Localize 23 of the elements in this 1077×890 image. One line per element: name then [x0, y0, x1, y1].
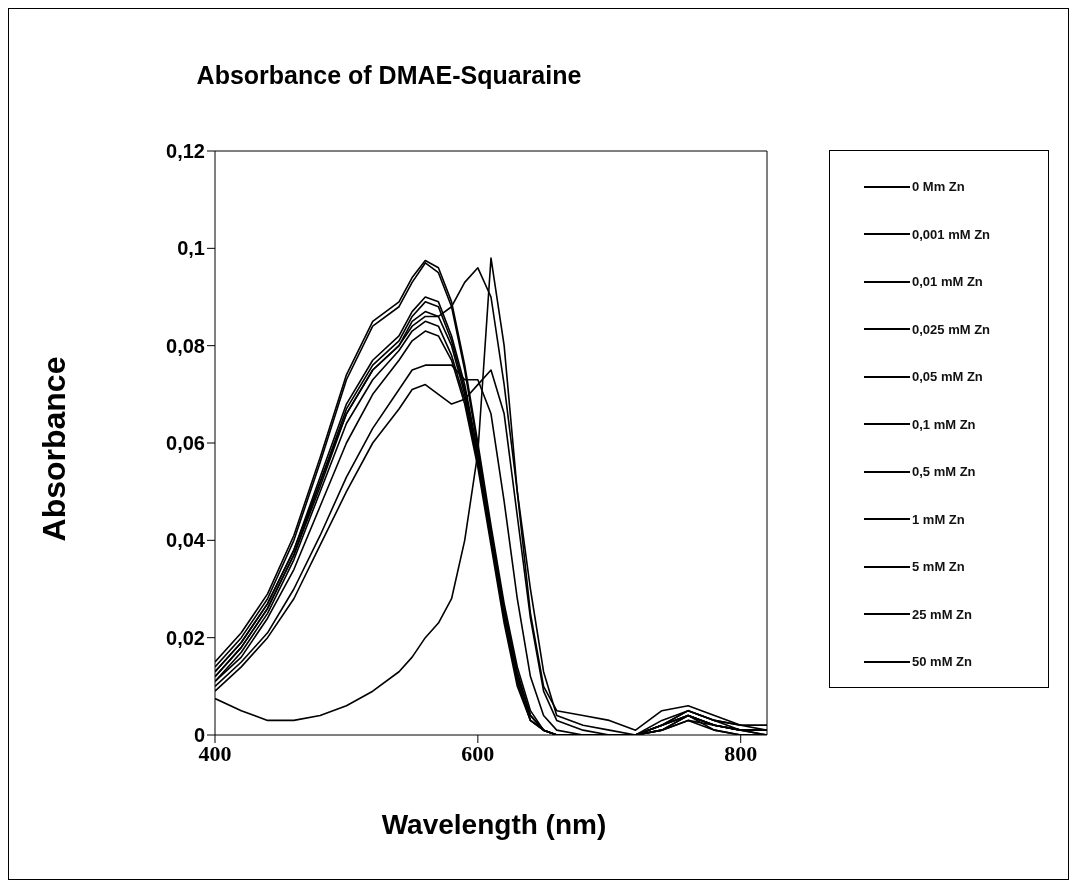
y-tick-label: 0,06: [166, 432, 205, 455]
x-axis-title: Wavelength (nm): [380, 809, 608, 841]
y-tick-label: 0: [193, 724, 205, 747]
y-axis-title: Absorbance: [35, 356, 73, 542]
y-tick-label: 0,12: [166, 140, 205, 163]
legend-label: 25 mM Zn: [912, 606, 972, 622]
legend-label: 0,001 mM Zn: [912, 226, 991, 242]
legend-label: 1 mM Zn: [912, 511, 965, 527]
y-tick-label: 0,04: [166, 529, 206, 552]
y-tick-label: 0,08: [166, 334, 205, 357]
legend-label: 0,1 mM Zn: [912, 416, 976, 432]
legend-label: 50 mM Zn: [912, 654, 972, 670]
legend-label: 5 mM Zn: [912, 559, 965, 575]
x-tick-label: 800: [724, 740, 758, 766]
legend-label: 0,025 mM Zn: [912, 321, 991, 337]
chart-title: Absorbance of DMAE-Squaraine: [195, 61, 583, 90]
legend-label: 0,05 mM Zn: [912, 369, 983, 385]
y-tick-label: 0,02: [166, 626, 205, 649]
legend-label: 0 Mm Zn: [912, 179, 965, 195]
y-tick-label: 0,1: [177, 237, 205, 260]
legend-label: 0,5 mM Zn: [912, 464, 976, 480]
legend-label: 0,01 mM Zn: [912, 274, 983, 290]
x-tick-label: 600: [461, 740, 495, 766]
